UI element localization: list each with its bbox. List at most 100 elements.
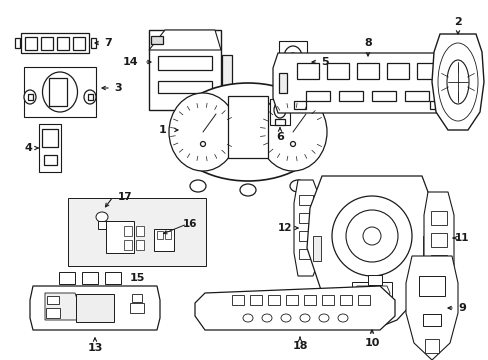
Ellipse shape	[262, 314, 271, 322]
Bar	[430, 211, 446, 225]
Bar	[87, 94, 92, 100]
Bar	[76, 294, 114, 322]
Bar	[130, 303, 143, 313]
Polygon shape	[195, 286, 394, 330]
Bar	[136, 240, 143, 250]
Ellipse shape	[288, 53, 296, 61]
Bar	[448, 73, 456, 93]
Bar	[24, 67, 96, 117]
Polygon shape	[353, 286, 389, 300]
Bar	[157, 231, 163, 239]
Text: 13: 13	[87, 343, 102, 353]
Bar	[371, 91, 395, 101]
Ellipse shape	[281, 314, 290, 322]
Bar	[249, 295, 262, 305]
Bar	[106, 221, 134, 253]
Bar	[305, 91, 329, 101]
Bar	[284, 84, 301, 94]
Ellipse shape	[318, 314, 328, 322]
Bar	[15, 38, 20, 48]
Ellipse shape	[96, 212, 108, 222]
Text: 1: 1	[159, 125, 166, 135]
Ellipse shape	[243, 314, 252, 322]
Bar	[59, 272, 75, 284]
Bar	[68, 198, 205, 266]
Text: 16: 16	[183, 219, 197, 229]
Bar	[42, 129, 58, 147]
Bar	[293, 101, 305, 109]
Ellipse shape	[362, 227, 380, 245]
Bar	[356, 63, 378, 79]
Bar	[298, 231, 312, 241]
Polygon shape	[306, 176, 436, 330]
Ellipse shape	[331, 196, 411, 276]
Ellipse shape	[284, 46, 302, 68]
Bar	[132, 294, 142, 302]
Polygon shape	[272, 53, 462, 113]
Bar	[418, 276, 444, 296]
Ellipse shape	[190, 180, 205, 192]
Bar	[46, 308, 60, 318]
Bar	[304, 295, 315, 305]
Bar	[158, 56, 212, 70]
Bar	[43, 155, 57, 165]
Bar	[105, 272, 121, 284]
Bar	[312, 235, 320, 261]
Text: 12: 12	[277, 223, 292, 233]
Bar	[21, 33, 89, 53]
Text: 8: 8	[364, 38, 371, 48]
Ellipse shape	[446, 60, 468, 104]
Bar	[41, 36, 53, 50]
Ellipse shape	[169, 93, 237, 171]
Bar	[73, 36, 85, 50]
Ellipse shape	[273, 102, 285, 118]
Ellipse shape	[337, 314, 347, 322]
Ellipse shape	[240, 184, 256, 196]
Bar	[430, 255, 446, 269]
Bar	[274, 119, 285, 125]
Bar	[386, 63, 408, 79]
Text: 4: 4	[24, 143, 32, 153]
Bar	[269, 99, 289, 125]
Text: 5: 5	[321, 57, 328, 67]
Bar	[151, 36, 163, 44]
Bar	[231, 295, 244, 305]
Bar	[90, 38, 95, 48]
Polygon shape	[149, 30, 221, 50]
Bar	[267, 295, 280, 305]
Text: 11: 11	[454, 233, 468, 243]
Bar	[164, 231, 171, 239]
Bar	[98, 221, 106, 229]
Bar	[367, 275, 381, 285]
Text: 7: 7	[104, 38, 112, 48]
Polygon shape	[423, 192, 453, 288]
Polygon shape	[431, 34, 483, 130]
Bar	[25, 36, 37, 50]
Bar	[47, 296, 59, 304]
Polygon shape	[405, 256, 457, 360]
Bar	[57, 36, 69, 50]
Ellipse shape	[200, 141, 205, 147]
Ellipse shape	[42, 72, 77, 112]
Bar	[321, 295, 333, 305]
Bar	[339, 295, 351, 305]
Ellipse shape	[289, 180, 305, 192]
Text: 18: 18	[292, 341, 307, 351]
Bar	[82, 272, 98, 284]
Ellipse shape	[172, 83, 324, 181]
Bar	[298, 249, 312, 259]
Bar	[149, 30, 221, 110]
Bar	[296, 63, 318, 79]
Text: 9: 9	[457, 303, 465, 313]
Polygon shape	[30, 286, 160, 330]
Bar	[326, 63, 348, 79]
Bar	[136, 226, 143, 236]
Ellipse shape	[24, 90, 36, 104]
Text: 10: 10	[364, 338, 379, 348]
Bar	[298, 195, 312, 205]
Polygon shape	[45, 293, 80, 320]
Bar	[404, 91, 428, 101]
Bar	[351, 282, 391, 304]
Bar	[154, 229, 174, 251]
Bar	[357, 295, 369, 305]
